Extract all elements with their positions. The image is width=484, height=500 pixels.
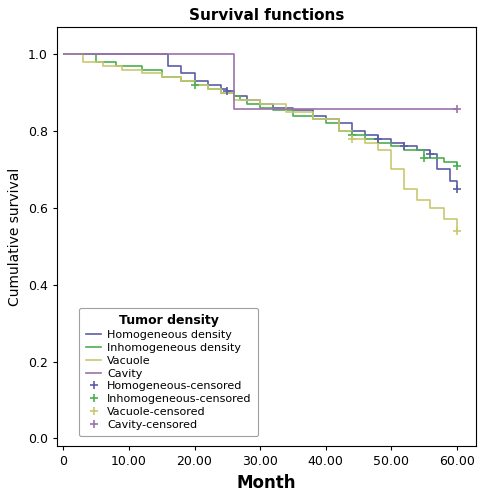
Legend: Homogeneous density, Inhomogeneous density, Vacuole, Cavity, Homogeneous-censore: Homogeneous density, Inhomogeneous densi… — [79, 308, 257, 436]
Title: Survival functions: Survival functions — [189, 8, 344, 24]
Y-axis label: Cumulative survival: Cumulative survival — [8, 168, 22, 306]
X-axis label: Month: Month — [236, 474, 296, 492]
